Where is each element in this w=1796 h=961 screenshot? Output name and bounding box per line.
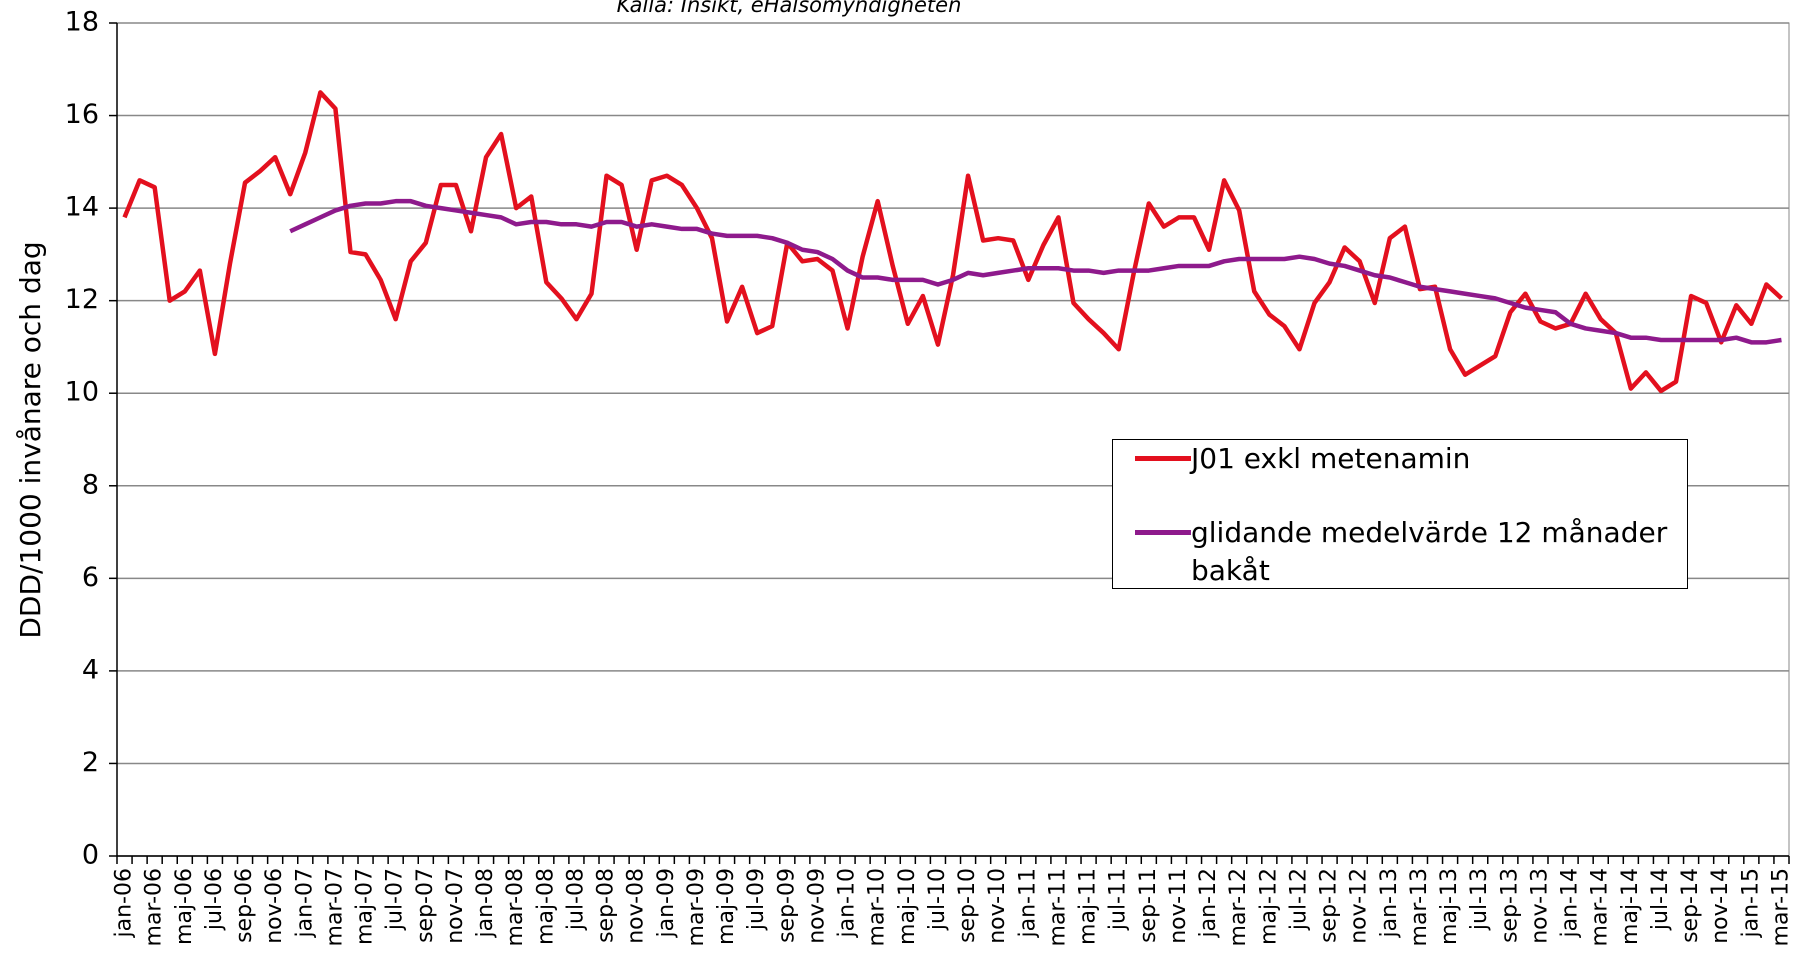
x-tick-label: maj-11 [1076, 868, 1101, 945]
x-tick-label: jul-10 [925, 868, 950, 931]
x-tick-label: jul-07 [383, 868, 408, 931]
x-tick-label: jul-14 [1648, 868, 1673, 931]
x-tick-label: sep-06 [232, 868, 257, 943]
legend-label: J01 exkl metenamin [1191, 442, 1471, 475]
x-tick-label: sep-09 [774, 868, 799, 943]
x-tick-label: mar-13 [1407, 868, 1432, 946]
x-tick-label: nov-10 [985, 868, 1010, 944]
x-tick-label: mar-14 [1588, 868, 1613, 946]
x-tick-label: mar-10 [865, 868, 890, 946]
x-tick-label: nov-11 [1166, 868, 1191, 944]
x-tick-label: mar-09 [684, 868, 709, 946]
x-tick-label: jan-10 [835, 868, 860, 938]
x-tick-label: mar-11 [1045, 868, 1070, 946]
y-tick-label: 12 [65, 284, 99, 315]
y-tick-label: 4 [82, 654, 99, 685]
x-tick-label: mar-06 [142, 868, 167, 946]
x-tick-label: mar-07 [322, 868, 347, 946]
x-tick-label: maj-12 [1256, 868, 1281, 945]
x-tick-label: maj-06 [172, 868, 197, 945]
x-tick-label: maj-09 [714, 868, 739, 945]
x-tick-label: sep-10 [955, 868, 980, 943]
x-tick-label: maj-14 [1618, 868, 1643, 945]
x-tick-label: jan-06 [112, 868, 137, 938]
x-tick-label: jan-09 [654, 868, 679, 938]
chart-subtitle: Källa: Insikt, eHälsomyndigheten [617, 0, 962, 17]
x-tick-label: mar-15 [1768, 868, 1793, 946]
x-tick-label: sep-07 [413, 868, 438, 943]
y-tick-label: 16 [65, 99, 99, 130]
x-tick-label: jul-11 [1106, 868, 1131, 931]
line-series [289, 198, 1782, 345]
x-tick-label: mar-12 [1226, 868, 1251, 946]
y-tick-label: 14 [65, 192, 99, 223]
y-tick-label: 0 [82, 840, 99, 871]
x-tick-label: nov-08 [624, 868, 649, 944]
x-tick-label: jan-11 [1015, 868, 1040, 938]
y-tick-label: 8 [82, 469, 99, 500]
x-tick-label: jul-09 [744, 868, 769, 931]
legend-label: glidande medelvärde 12 månader bakåt [1191, 516, 1668, 587]
legend-item: J01 exkl metenamin [1135, 440, 1671, 478]
y-tick-label: 6 [82, 562, 99, 593]
x-tick-label: sep-11 [1136, 868, 1161, 943]
legend-swatch [1135, 456, 1191, 461]
x-tick-label: jan-13 [1377, 868, 1402, 938]
x-tick-label: nov-09 [804, 868, 829, 944]
x-tick-label: maj-07 [353, 868, 378, 945]
x-tick-label: nov-13 [1527, 868, 1552, 944]
x-tick-label: jan-08 [473, 868, 498, 938]
x-tick-label: maj-10 [895, 868, 920, 945]
x-tick-label: mar-08 [503, 868, 528, 946]
line-series [122, 90, 1783, 394]
x-tick-label: jan-15 [1738, 868, 1763, 938]
x-tick-label: jul-06 [202, 868, 227, 931]
x-tick-label: nov-12 [1347, 868, 1372, 944]
x-tick-label: sep-08 [594, 868, 619, 943]
legend: J01 exkl metenamin glidande medelvärde 12… [1112, 439, 1688, 589]
y-axis-label: DDD/1000 invånare och dag [14, 241, 47, 638]
legend-item: glidande medelvärde 12 månader bakåt [1135, 514, 1671, 590]
x-tick-label: jan-12 [1196, 868, 1221, 938]
x-tick-label: jan-14 [1558, 868, 1583, 938]
x-tick-label: jul-12 [1286, 868, 1311, 931]
y-tick-label: 18 [65, 7, 99, 38]
x-tick-label: nov-06 [262, 868, 287, 944]
x-tick-label: jan-07 [292, 868, 317, 938]
x-tick-label: sep-12 [1317, 868, 1342, 943]
x-tick-label: sep-13 [1497, 868, 1522, 943]
y-tick-label: 2 [82, 747, 99, 778]
x-tick-label: maj-08 [533, 868, 558, 945]
legend-swatch [1135, 530, 1191, 535]
x-tick-label: maj-13 [1437, 868, 1462, 945]
x-tick-label: nov-14 [1708, 868, 1733, 944]
x-tick-label: jul-13 [1467, 868, 1492, 931]
y-tick-label: 10 [65, 377, 99, 408]
x-tick-label: sep-14 [1678, 868, 1703, 943]
x-tick-label: jul-08 [563, 868, 588, 931]
x-tick-label: nov-07 [443, 868, 468, 944]
